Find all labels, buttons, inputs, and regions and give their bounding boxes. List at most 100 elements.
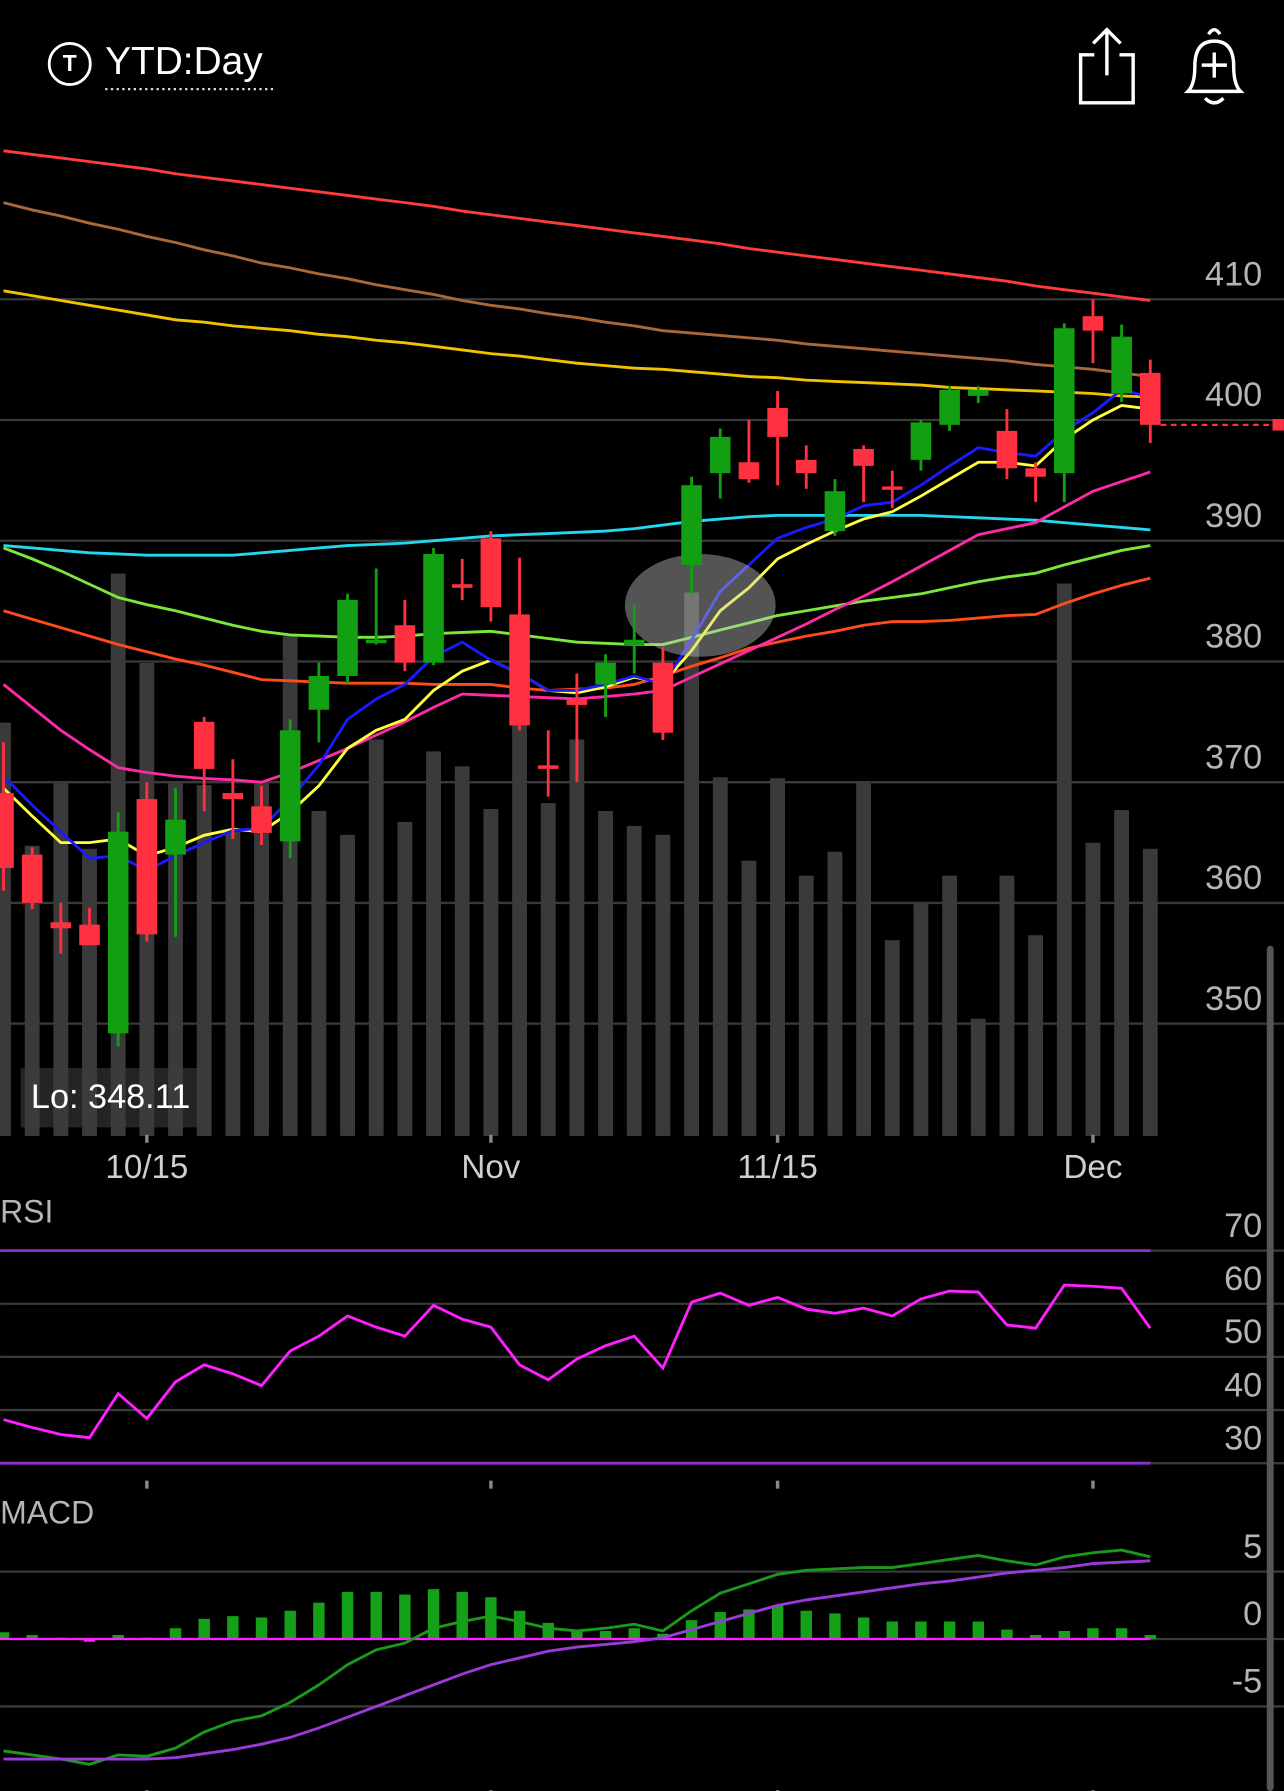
timeframe-selector[interactable]: T YTD:Day (47, 40, 275, 91)
y-tick-label: 390 (1205, 497, 1262, 535)
candle-body (738, 462, 760, 480)
histogram-bar (542, 1622, 554, 1640)
candle-body (394, 625, 416, 663)
histogram-bar (427, 1589, 440, 1640)
histogram-bar (571, 1629, 583, 1640)
volume-bar (884, 940, 900, 1136)
highlight-circle (624, 553, 776, 657)
candle-body (480, 538, 502, 608)
histogram-bar (800, 1610, 812, 1640)
volume-bar (512, 681, 527, 1136)
volume-bar (712, 777, 728, 1136)
volume-bar (684, 592, 699, 1136)
histogram-bar (313, 1602, 325, 1640)
moving-average-line (3, 289, 1151, 399)
y-tick-label: 360 (1205, 859, 1262, 897)
volume-bar (1085, 842, 1101, 1136)
scrollbar[interactable] (1266, 945, 1274, 1791)
histogram-bar (1001, 1629, 1013, 1640)
panel-title: RSI (0, 1193, 53, 1229)
bell-clapper (1203, 96, 1225, 105)
volume-bar (770, 778, 786, 1136)
timeframe-label[interactable]: YTD:Day (105, 40, 263, 83)
volume-bar (1028, 935, 1044, 1136)
candle-body (623, 639, 645, 646)
share-box (1078, 53, 1135, 105)
macd-line (3, 1548, 1151, 1766)
volume-bar (1142, 848, 1158, 1136)
candle-body (537, 765, 559, 769)
x-tick-label: 10/15 (105, 1149, 188, 1186)
y-tick-label: 0 (1243, 1595, 1262, 1633)
candle-body (365, 639, 387, 644)
candle-body (967, 389, 989, 396)
candle-body (193, 721, 215, 769)
y-tick-label: 5 (1243, 1528, 1262, 1566)
candle-layer (0, 299, 1284, 1766)
histogram-bar (1058, 1630, 1070, 1640)
volume-bar (942, 875, 958, 1136)
volume-bar (225, 831, 241, 1136)
candle-body (853, 448, 874, 466)
bell (1183, 39, 1245, 94)
volume-bar (626, 825, 642, 1136)
y-tick-label: -5 (1232, 1663, 1262, 1701)
histogram-bar (1087, 1628, 1099, 1640)
volume-bar (282, 636, 298, 1136)
moving-average-line (2, 544, 1151, 646)
histogram-bar (284, 1610, 296, 1640)
candle-body (1140, 372, 1161, 425)
volume-bar (913, 903, 929, 1136)
histogram-bar (370, 1591, 382, 1640)
histogram-bar (771, 1605, 784, 1640)
candle-body (451, 584, 473, 588)
histogram-bar (599, 1630, 612, 1640)
candle-body (709, 436, 731, 474)
y-tick-label: 30 (1224, 1419, 1262, 1457)
volume-bar (540, 803, 556, 1136)
volume-bar (196, 785, 212, 1136)
alert-button[interactable] (1183, 28, 1245, 105)
volume-bar (82, 848, 97, 1136)
candle-body (423, 554, 444, 663)
candle-body (939, 389, 960, 425)
volume-bar (569, 739, 585, 1136)
y-tick-label: 50 (1224, 1313, 1262, 1351)
histogram-bar (513, 1610, 526, 1640)
volume-bar (798, 875, 814, 1136)
volume-bar (970, 1018, 986, 1136)
candle-body (595, 662, 616, 685)
y-tick-label: 350 (1205, 980, 1262, 1018)
volume-bar (53, 783, 69, 1136)
y-tick-label: 40 (1224, 1366, 1262, 1404)
volume-bar (368, 739, 384, 1136)
candle-body (910, 422, 932, 460)
candle-body (222, 793, 244, 800)
volume-bar (397, 821, 413, 1136)
y-tick-label: 60 (1224, 1260, 1262, 1298)
candle-body (1111, 336, 1132, 394)
volume-bar (24, 845, 40, 1136)
y-tick-label: 70 (1224, 1207, 1262, 1245)
candle-body (165, 819, 186, 855)
volume-bar (741, 860, 757, 1136)
candle-body (0, 793, 14, 868)
candle-body (681, 485, 702, 565)
y-tick-label: 410 (1205, 255, 1262, 293)
histogram-bar (169, 1628, 182, 1640)
candle-body (279, 730, 301, 842)
candle-body (566, 698, 588, 705)
histogram-bar (972, 1621, 984, 1640)
histogram-bar (456, 1591, 468, 1640)
volume-bar (454, 766, 470, 1136)
macd-line (3, 1559, 1151, 1761)
share-button[interactable] (1078, 27, 1135, 105)
volume-bar (655, 834, 671, 1136)
panel-title: MACD (0, 1495, 94, 1531)
y-tick-label: 400 (1205, 376, 1262, 414)
moving-average-line (3, 149, 1151, 302)
candle-body (136, 799, 158, 935)
